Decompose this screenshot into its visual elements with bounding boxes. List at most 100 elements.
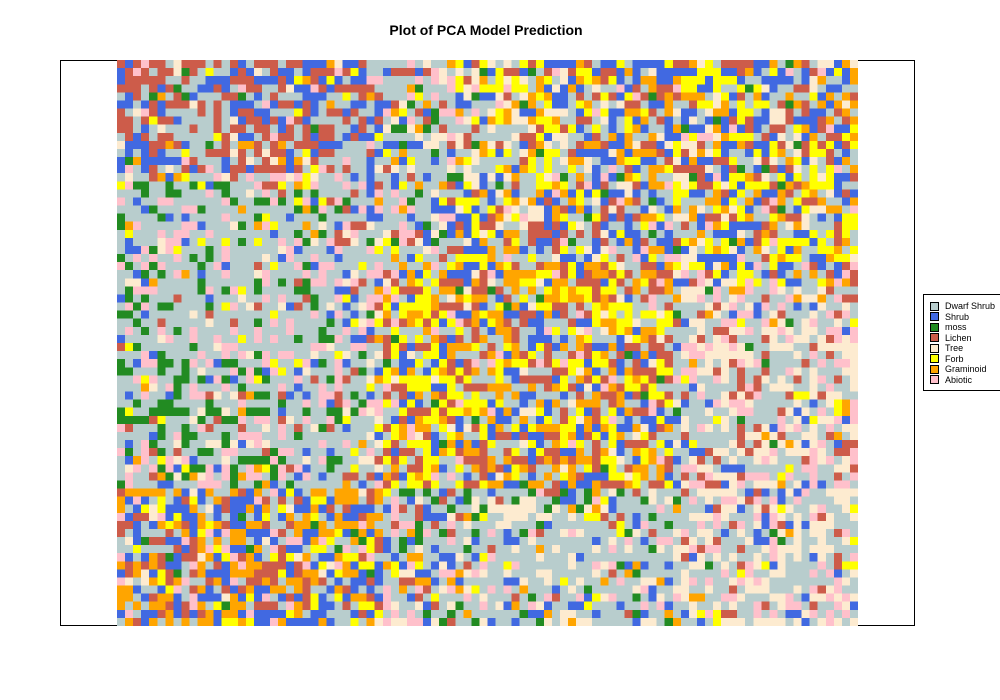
raster-cell xyxy=(125,318,134,328)
raster-cell xyxy=(286,262,295,271)
raster-cell xyxy=(374,229,384,239)
raster-cell xyxy=(270,375,279,384)
raster-cell xyxy=(415,100,424,110)
raster-cell xyxy=(221,197,231,207)
raster-cell xyxy=(189,140,199,150)
raster-cell xyxy=(149,60,158,69)
raster-cell xyxy=(471,310,480,320)
raster-cell xyxy=(213,254,223,263)
raster-cell xyxy=(559,60,569,69)
raster-cell xyxy=(543,148,553,158)
raster-cell xyxy=(471,286,480,295)
raster-cell xyxy=(334,92,344,101)
raster-cell xyxy=(205,399,215,409)
raster-cell xyxy=(849,318,858,328)
raster-cell xyxy=(366,116,376,126)
raster-cell xyxy=(141,440,150,449)
raster-cell xyxy=(294,173,303,182)
raster-cell xyxy=(406,359,416,368)
raster-cell xyxy=(503,383,513,393)
raster-cell xyxy=(197,278,207,287)
raster-cell xyxy=(302,132,311,142)
raster-cell xyxy=(841,229,851,239)
raster-cell xyxy=(543,68,553,77)
raster-cell xyxy=(326,294,335,304)
raster-cell xyxy=(406,237,416,247)
raster-cell xyxy=(479,391,488,401)
raster-cell xyxy=(278,157,287,166)
raster-cell xyxy=(503,132,513,142)
raster-cell xyxy=(149,132,158,142)
raster-cell xyxy=(447,189,456,198)
raster-cell xyxy=(551,294,561,304)
raster-cell xyxy=(439,294,448,304)
raster-cell xyxy=(197,140,207,150)
raster-cell xyxy=(576,245,585,255)
raster-cell xyxy=(656,100,666,110)
raster-cell xyxy=(406,157,416,166)
raster-cell xyxy=(310,431,319,441)
raster-cell xyxy=(479,157,488,166)
raster-cell xyxy=(318,278,327,287)
raster-cell xyxy=(471,488,480,498)
raster-cell xyxy=(415,415,424,425)
raster-cell xyxy=(326,60,335,69)
raster-cell xyxy=(302,148,311,158)
raster-cell xyxy=(519,399,529,409)
raster-cell xyxy=(841,472,851,481)
raster-cell xyxy=(350,157,360,166)
raster-cell xyxy=(608,181,617,190)
raster-cell xyxy=(382,375,392,384)
raster-cell xyxy=(350,100,360,110)
raster-cell xyxy=(729,108,738,118)
raster-cell xyxy=(423,84,432,93)
raster-cell xyxy=(213,229,223,239)
raster-cell xyxy=(616,92,625,101)
raster-cell xyxy=(423,310,432,320)
raster-cell xyxy=(568,448,577,457)
raster-cell xyxy=(415,221,424,231)
raster-cell xyxy=(608,480,617,490)
raster-cell xyxy=(415,456,424,465)
raster-cell xyxy=(415,318,424,328)
raster-cell xyxy=(237,197,247,207)
raster-cell xyxy=(173,496,182,506)
raster-cell xyxy=(221,76,231,85)
raster-cell xyxy=(447,254,456,263)
raster-cell xyxy=(447,148,456,158)
raster-cell xyxy=(133,254,142,263)
raster-cell xyxy=(559,270,569,279)
raster-cell xyxy=(632,464,642,473)
raster-cell xyxy=(648,181,658,190)
raster-cell xyxy=(793,84,803,93)
raster-cell xyxy=(777,448,787,457)
raster-cell xyxy=(253,100,263,110)
raster-cell xyxy=(181,68,190,77)
raster-cell xyxy=(559,294,569,304)
raster-cell xyxy=(543,367,553,376)
raster-cell xyxy=(584,76,593,85)
raster-cell xyxy=(519,262,529,271)
raster-cell xyxy=(439,391,448,401)
raster-cell xyxy=(519,213,529,223)
raster-cell xyxy=(527,76,537,85)
raster-cell xyxy=(624,399,633,409)
raster-cell xyxy=(761,245,770,255)
raster-cell xyxy=(213,245,223,255)
raster-cell xyxy=(350,326,360,336)
raster-cell xyxy=(261,415,271,425)
raster-cell xyxy=(713,165,722,174)
raster-cell xyxy=(809,302,819,312)
raster-cell xyxy=(318,294,327,304)
raster-cell xyxy=(809,173,819,182)
raster-cell xyxy=(600,205,609,215)
raster-cell xyxy=(737,415,746,425)
raster-cell xyxy=(294,488,303,498)
raster-cell xyxy=(632,480,642,490)
raster-cell xyxy=(487,213,497,223)
raster-cell xyxy=(640,245,650,255)
raster-cell xyxy=(165,205,174,215)
raster-cell xyxy=(825,221,835,231)
raster-cell xyxy=(833,464,843,473)
raster-cell xyxy=(519,100,529,110)
